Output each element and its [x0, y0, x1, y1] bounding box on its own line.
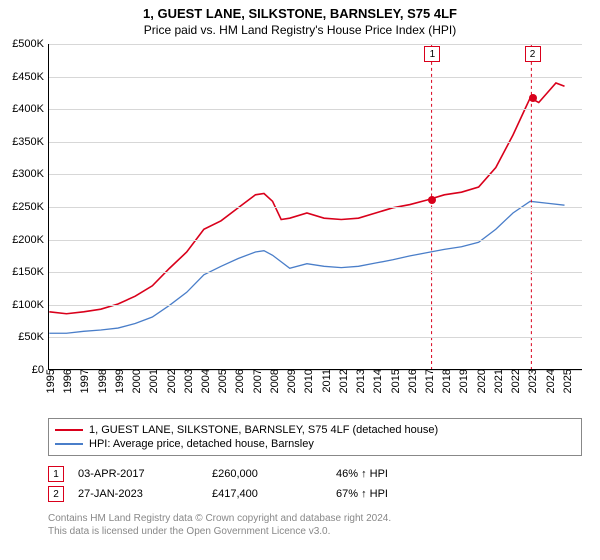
gridline-h: [49, 207, 582, 208]
series-line: [49, 83, 564, 314]
ytick-label: £400K: [12, 103, 49, 115]
gridline-h: [49, 337, 582, 338]
ytick-label: £50K: [18, 331, 49, 343]
attribution-line2: This data is licensed under the Open Gov…: [48, 525, 391, 538]
sales-row: 1 03-APR-2017 £260,000 46% ↑ HPI: [48, 464, 446, 484]
xtick-label: 2018: [441, 369, 453, 393]
ytick-label: £100K: [12, 299, 49, 311]
sales-row: 2 27-JAN-2023 £417,400 67% ↑ HPI: [48, 484, 446, 504]
ytick-label: £250K: [12, 201, 49, 213]
chart-title: 1, GUEST LANE, SILKSTONE, BARNSLEY, S75 …: [0, 0, 600, 21]
xtick-label: 2022: [510, 369, 522, 393]
xtick-label: 2020: [476, 369, 488, 393]
gridline-h: [49, 109, 582, 110]
xtick-label: 2001: [148, 369, 160, 393]
legend-label-hpi: HPI: Average price, detached house, Barn…: [89, 438, 314, 450]
gridline-h: [49, 77, 582, 78]
xtick-label: 2021: [493, 369, 505, 393]
xtick-label: 2012: [338, 369, 350, 393]
xtick-label: 2023: [527, 369, 539, 393]
sale-marker: 2: [525, 46, 541, 62]
xtick-label: 2006: [234, 369, 246, 393]
sales-row-price: £260,000: [212, 468, 322, 480]
legend-swatch-hpi: [55, 443, 83, 445]
xtick-label: 2024: [545, 369, 557, 393]
xtick-label: 2005: [217, 369, 229, 393]
xtick-label: 2004: [200, 369, 212, 393]
xtick-label: 2007: [252, 369, 264, 393]
chart-subtitle: Price paid vs. HM Land Registry's House …: [0, 21, 600, 41]
sales-table: 1 03-APR-2017 £260,000 46% ↑ HPI 2 27-JAN-202…: [48, 464, 446, 504]
xtick-label: 2002: [166, 369, 178, 393]
xtick-label: 2025: [562, 369, 574, 393]
gridline-h: [49, 174, 582, 175]
xtick-label: 1997: [79, 369, 91, 393]
sales-row-marker: 1: [48, 466, 64, 482]
attribution: Contains HM Land Registry data © Crown c…: [48, 512, 391, 538]
sale-marker: 1: [424, 46, 440, 62]
series-line: [49, 201, 564, 333]
sale-dot: [428, 196, 436, 204]
sale-dot: [529, 94, 537, 102]
legend-item-hpi: HPI: Average price, detached house, Barn…: [55, 437, 575, 451]
attribution-line1: Contains HM Land Registry data © Crown c…: [48, 512, 391, 525]
xtick-label: 2014: [372, 369, 384, 393]
xtick-label: 2003: [183, 369, 195, 393]
xtick-label: 1998: [97, 369, 109, 393]
sales-row-delta: 46% ↑ HPI: [336, 468, 446, 480]
xtick-label: 2011: [321, 369, 333, 393]
ytick-label: £350K: [12, 136, 49, 148]
legend-label-property: 1, GUEST LANE, SILKSTONE, BARNSLEY, S75 …: [89, 424, 438, 436]
gridline-h: [49, 240, 582, 241]
sales-row-price: £417,400: [212, 488, 322, 500]
legend-swatch-property: [55, 429, 83, 431]
gridline-h: [49, 272, 582, 273]
xtick-label: 2000: [131, 369, 143, 393]
sales-row-delta: 67% ↑ HPI: [336, 488, 446, 500]
xtick-label: 2016: [407, 369, 419, 393]
sales-row-date: 03-APR-2017: [78, 468, 198, 480]
xtick-label: 2015: [390, 369, 402, 393]
ytick-label: £300K: [12, 168, 49, 180]
gridline-h: [49, 44, 582, 45]
xtick-label: 1995: [45, 369, 57, 393]
xtick-label: 2010: [303, 369, 315, 393]
ytick-label: £200K: [12, 234, 49, 246]
xtick-label: 2009: [286, 369, 298, 393]
gridline-h: [49, 305, 582, 306]
xtick-label: 2008: [269, 369, 281, 393]
ytick-label: £150K: [12, 266, 49, 278]
xtick-label: 1996: [62, 369, 74, 393]
xtick-label: 2019: [458, 369, 470, 393]
legend: 1, GUEST LANE, SILKSTONE, BARNSLEY, S75 …: [48, 418, 582, 456]
sales-row-marker: 2: [48, 486, 64, 502]
gridline-h: [49, 142, 582, 143]
plot-area: £0£50K£100K£150K£200K£250K£300K£350K£400…: [48, 44, 582, 370]
sales-row-date: 27-JAN-2023: [78, 488, 198, 500]
xtick-label: 2017: [424, 369, 436, 393]
legend-item-property: 1, GUEST LANE, SILKSTONE, BARNSLEY, S75 …: [55, 423, 575, 437]
xtick-label: 2013: [355, 369, 367, 393]
ytick-label: £450K: [12, 71, 49, 83]
ytick-label: £500K: [12, 38, 49, 50]
xtick-label: 1999: [114, 369, 126, 393]
